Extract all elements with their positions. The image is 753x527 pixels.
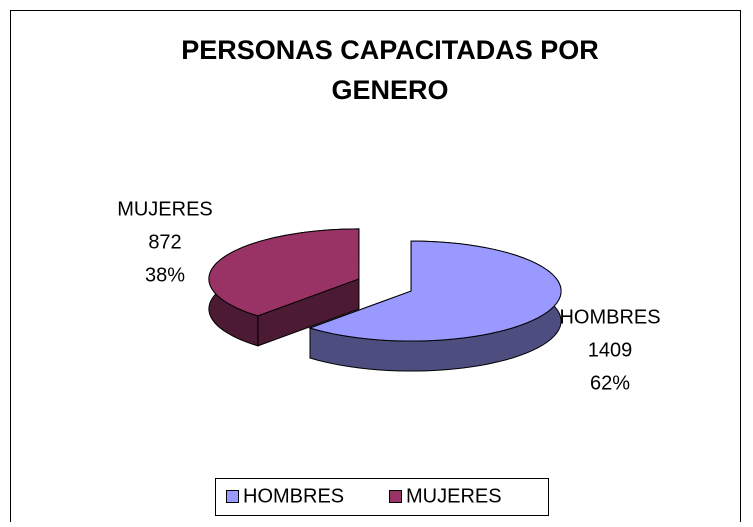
chart-border [10,10,741,527]
slice [308,240,562,342]
legend-label: HOMBRES [243,485,344,507]
data-label-category: HOMBRES [559,306,660,328]
data-label-value: 872 [148,231,181,253]
data-label-percent: 38% [145,264,185,286]
legend-swatch [226,490,239,503]
data-label-percent: 62% [590,372,630,394]
legend-swatch [389,490,402,503]
slice [208,228,360,317]
chart-title: PERSONAS CAPACITADAS POR GENERO [181,35,599,105]
legend-box [215,478,549,516]
legend-label: MUJERES [406,485,502,507]
data-label-value: 1409 [588,339,633,361]
data-label-category: MUJERES [117,198,213,220]
